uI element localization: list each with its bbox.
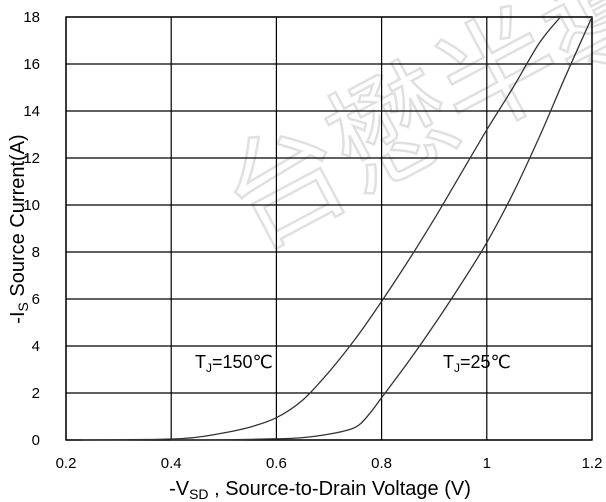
x-tick-labels: 0.2 0.4 0.6 0.8 1 1.2 [56, 455, 603, 472]
y-tick-label: 8 [32, 244, 40, 261]
y-tick-labels: 0 2 4 6 8 10 12 14 16 18 [23, 9, 40, 449]
y-tick-label: 16 [23, 56, 40, 73]
y-tick-label: 14 [23, 103, 40, 120]
y-tick-label: 6 [32, 291, 40, 308]
x-tick-label: 0.2 [56, 455, 77, 472]
watermark-text: 台懋半導 [201, 0, 606, 276]
watermark: 台懋半導 [200, 0, 606, 277]
y-tick-label: 0 [32, 432, 40, 449]
y-tick-label: 18 [23, 9, 40, 26]
annotation-25c: TJ=25℃ [443, 352, 511, 375]
annotation-150c: TJ=150℃ [195, 352, 273, 375]
y-tick-label: 2 [32, 385, 40, 402]
x-tick-label: 1.2 [582, 455, 603, 472]
series-curves [81, 16, 593, 441]
series-annotations: TJ=150℃ TJ=25℃ [195, 352, 511, 375]
x-axis-label: -VSD , Source-to-Drain Voltage (V) [169, 478, 471, 502]
x-tick-label: 1 [483, 455, 491, 472]
series-line-25c [171, 16, 593, 441]
y-tick-label: 12 [23, 150, 40, 167]
x-tick-label: 0.4 [161, 455, 182, 472]
series-line-150c [81, 16, 561, 441]
plot-frame [65, 16, 593, 441]
x-tick-label: 0.6 [266, 455, 287, 472]
y-axis-label: -IS Source Current(A) [7, 134, 31, 323]
y-tick-label: 4 [32, 338, 40, 355]
x-tick-label: 0.8 [371, 455, 392, 472]
y-tick-label: 10 [23, 197, 40, 214]
